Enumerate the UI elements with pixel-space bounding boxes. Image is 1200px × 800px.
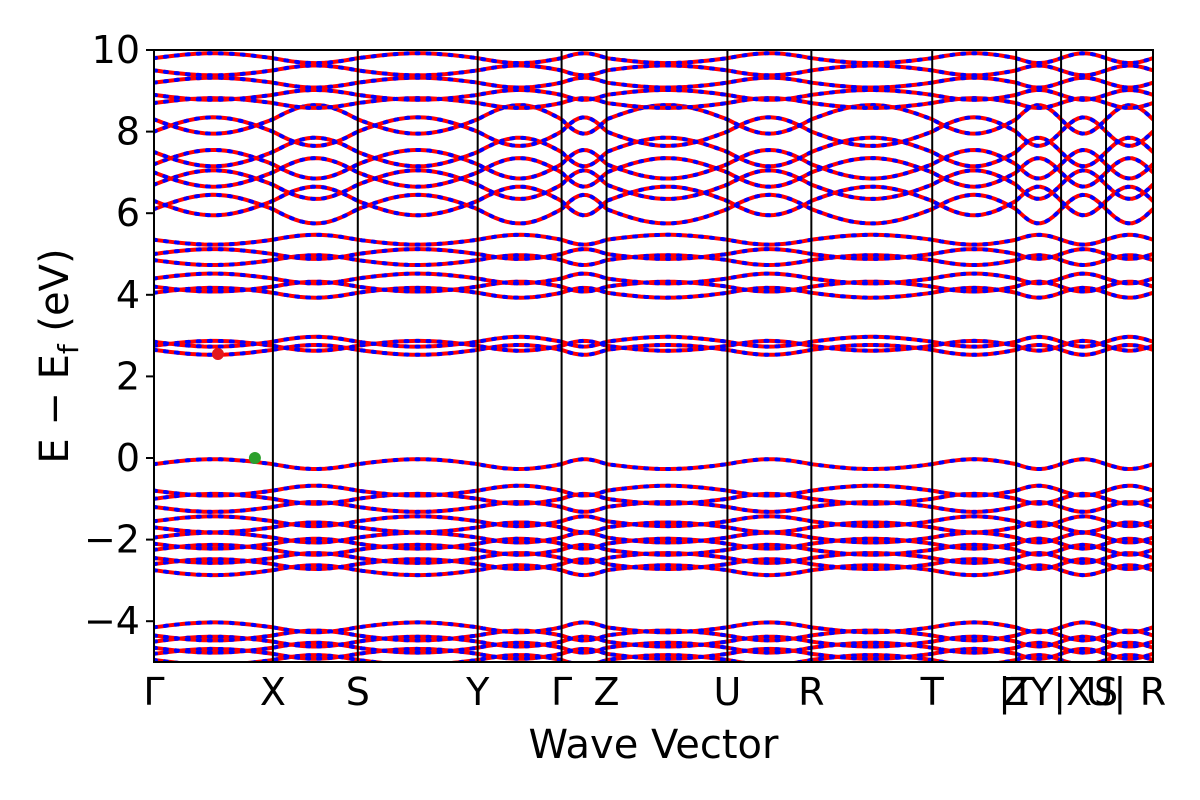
x-tick-label: Γ	[143, 670, 164, 714]
band-line-blue	[154, 542, 1153, 557]
band-line-blue	[154, 483, 1153, 498]
band-line-blue	[154, 232, 1153, 247]
band-line-blue	[154, 514, 1153, 529]
x-tick-label: Γ	[551, 670, 572, 714]
band-line-blue	[154, 156, 1153, 189]
x-tick-label: Y|X	[1029, 670, 1092, 715]
y-tick-label: −4	[84, 599, 140, 643]
band-line-blue	[154, 634, 1153, 649]
x-axis-ticks: Γ X S Y Γ Z U R T Z|TY|XU|S R	[143, 670, 1166, 715]
bands-group	[154, 51, 1153, 662]
band-line-blue	[154, 620, 1153, 635]
y-tick-label: 8	[116, 110, 140, 154]
band-line-blue	[154, 271, 1153, 286]
band-line-blue	[154, 338, 1153, 353]
band-line-blue	[154, 168, 1153, 201]
band-line-blue	[154, 115, 1153, 148]
band-line-red	[154, 457, 1153, 472]
x-tick-label: S	[346, 670, 370, 714]
band-line-red	[154, 87, 1153, 102]
band-line-red	[154, 483, 1153, 498]
x-tick-label: Z	[594, 670, 620, 714]
plot-frame	[153, 49, 1154, 663]
x-tick-label: X	[260, 670, 286, 714]
y-axis-label: E − Ef (eV)	[32, 248, 85, 463]
band-line-blue	[154, 557, 1153, 572]
band-line-red	[154, 96, 1153, 110]
band-line-blue	[154, 253, 1153, 268]
band-line-red	[154, 620, 1153, 635]
y-tick-label: 0	[116, 436, 140, 480]
band-line-blue	[154, 147, 1153, 181]
band-line-blue	[154, 192, 1153, 226]
band-line-blue	[154, 457, 1153, 472]
band-line-red	[154, 168, 1153, 201]
x-axis-label: Wave Vector	[529, 722, 780, 768]
band-line-blue	[154, 536, 1153, 551]
kpoint-lines	[271, 50, 1108, 662]
band-line-red	[154, 156, 1153, 189]
band-line-red	[154, 135, 1153, 169]
y-axis-ticks: −4 −2 0 2 4 6 8 10	[84, 28, 154, 643]
y-tick-label: 2	[116, 354, 140, 398]
y-tick-label: 6	[116, 191, 140, 235]
band-line-blue	[154, 563, 1153, 578]
y-axis-label-unit: (eV)	[32, 248, 78, 344]
band-line-blue	[154, 653, 1153, 662]
vbm-marker	[248, 452, 261, 464]
band-line-blue	[154, 135, 1153, 169]
x-tick-label: |T	[998, 670, 1035, 715]
x-tick-label: Y	[465, 670, 490, 714]
y-axis-label-main: E − E	[32, 354, 78, 464]
band-line-blue	[154, 87, 1153, 102]
band-line-red	[154, 271, 1153, 286]
x-tick-label: U	[714, 670, 742, 714]
y-tick-label: 10	[92, 28, 140, 72]
band-line-blue	[154, 247, 1153, 261]
x-tick-label: R	[1140, 670, 1166, 714]
y-tick-label: 4	[116, 273, 140, 317]
band-line-blue	[154, 51, 1153, 66]
band-line-blue	[154, 520, 1153, 535]
band-line-blue	[154, 640, 1153, 655]
band-line-blue	[154, 646, 1153, 661]
x-tick-label: R	[798, 670, 824, 714]
x-tick-label: Z	[1003, 670, 1029, 714]
extrema-markers	[211, 347, 261, 464]
band-line-blue	[154, 334, 1153, 349]
band-line-blue	[154, 184, 1153, 218]
band-line-red	[154, 147, 1153, 181]
band-line-red	[154, 75, 1153, 90]
band-line-red	[154, 115, 1153, 148]
band-line-red	[154, 51, 1153, 66]
y-axis-label-subscript: f	[52, 343, 85, 354]
x-tick-label: U|	[1086, 670, 1127, 715]
y-tick-label: −2	[84, 518, 140, 562]
band-line-red	[154, 63, 1153, 78]
band-line-blue	[154, 285, 1153, 300]
cbm-marker	[211, 347, 224, 360]
band-line-blue	[154, 75, 1153, 90]
band-line-red	[154, 491, 1153, 506]
x-tick-label: T	[920, 670, 945, 714]
x-tick-label: S	[1094, 670, 1118, 714]
band-line-blue	[154, 63, 1153, 78]
band-line-blue	[154, 342, 1153, 357]
band-line-red	[154, 232, 1153, 247]
